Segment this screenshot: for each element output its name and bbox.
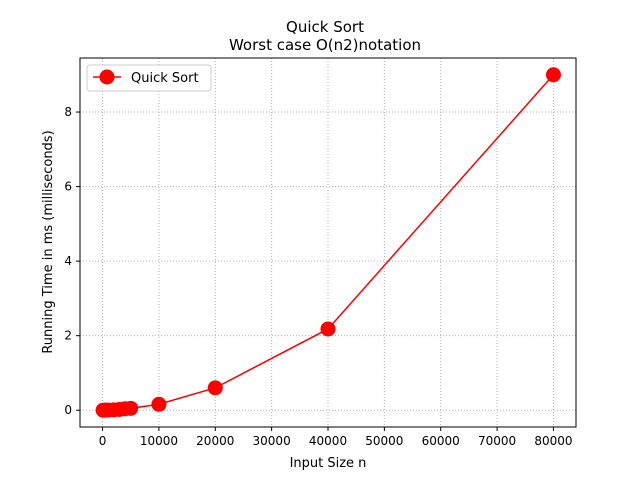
y-tick-label: 2 <box>64 329 72 343</box>
legend-label: Quick Sort <box>131 71 199 86</box>
x-tick-label: 70000 <box>478 434 516 448</box>
y-tick-label: 6 <box>64 180 72 194</box>
x-tick-label: 10000 <box>140 434 178 448</box>
y-axis-ticks: 0 2 4 6 8 <box>64 105 80 417</box>
data-point <box>207 380 223 396</box>
legend-box <box>86 64 212 92</box>
y-tick-label: 8 <box>64 105 72 119</box>
series-layer <box>95 67 561 418</box>
x-tick-label: 80000 <box>534 434 572 448</box>
y-tick-label: 4 <box>64 254 72 268</box>
x-tick-label: 60000 <box>422 434 460 448</box>
x-tick-label: 40000 <box>309 434 347 448</box>
data-point <box>123 400 139 416</box>
data-point <box>151 396 167 412</box>
x-tick-label: 50000 <box>365 434 403 448</box>
y-axis-label: Running Time in ms (milliseconds) <box>41 130 56 353</box>
x-axis-ticks: 0 10000 20000 30000 40000 50000 60000 70000 8000… <box>99 427 573 448</box>
x-axis-label: Input Size n <box>290 456 367 471</box>
x-tick-label: 30000 <box>253 434 291 448</box>
x-tick-label: 0 <box>99 434 107 448</box>
legend: Quick Sort <box>86 64 212 92</box>
data-point <box>320 321 336 337</box>
data-point <box>545 67 561 83</box>
chart-title: Quick Sort <box>286 18 364 36</box>
legend-marker <box>99 69 115 85</box>
y-tick-label: 0 <box>64 403 72 417</box>
chart-subtitle: Worst case O(n2)notation <box>229 36 421 54</box>
x-tick-label: 20000 <box>196 434 234 448</box>
